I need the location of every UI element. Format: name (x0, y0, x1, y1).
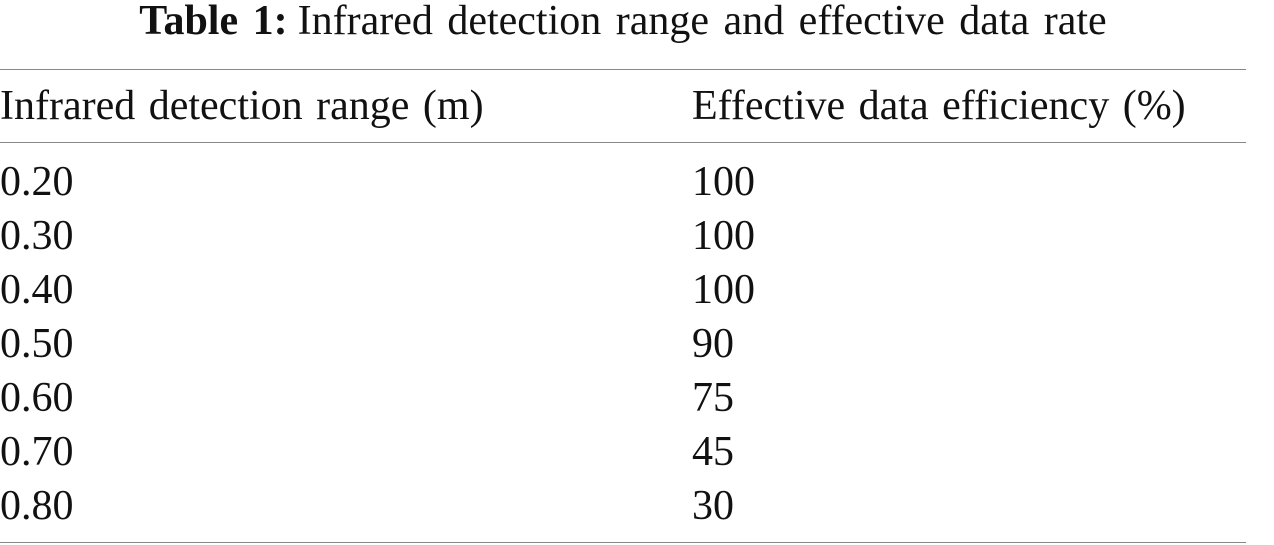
table-caption: Table 1: Infrared detection range and eff… (0, 0, 1246, 42)
table-cell: 0.60 (0, 375, 74, 421)
header-cell: Infrared detection range (m) (0, 83, 484, 129)
header-rule (0, 142, 1246, 143)
table-cell: 90 (692, 321, 734, 367)
table-cell: 0.50 (0, 321, 74, 367)
table-cell: 0.80 (0, 483, 74, 529)
bottom-rule (0, 542, 1246, 543)
table-cell: 100 (692, 213, 755, 259)
table-cell: 75 (692, 375, 734, 421)
top-rule (0, 69, 1246, 70)
table-cell: 0.20 (0, 159, 74, 205)
table-cell: 0.30 (0, 213, 74, 259)
table-cell: 0.40 (0, 267, 74, 313)
caption-label: Table 1: (139, 0, 288, 44)
table-cell: 30 (692, 483, 734, 529)
header-cell: Effective data efficiency (%) (692, 83, 1186, 129)
caption-text: Infrared detection range and effective d… (297, 0, 1107, 44)
table-cell: 0.70 (0, 429, 74, 475)
table-cell: 100 (692, 267, 755, 313)
table-cell: 45 (692, 429, 734, 475)
table-cell: 100 (692, 159, 755, 205)
